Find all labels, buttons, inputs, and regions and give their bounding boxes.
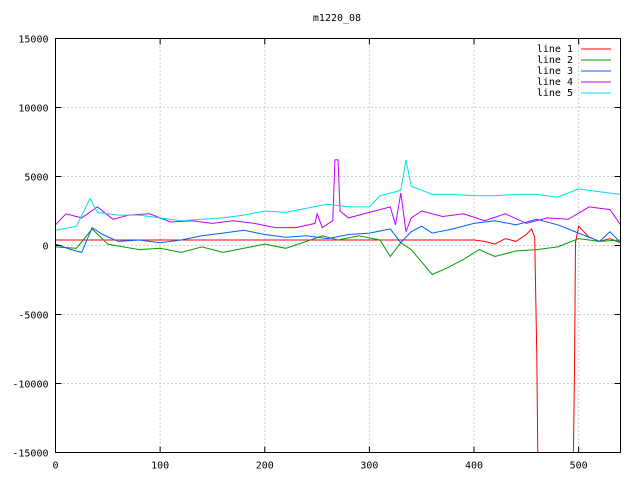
plot-frame [55, 38, 621, 453]
legend-label-1: line 1 [537, 44, 573, 55]
legend-label-5: line 5 [537, 88, 573, 99]
y-tick-label: 15000 [18, 35, 48, 46]
y-tick-label: -10000 [12, 380, 48, 391]
series-line-5 [55, 159, 621, 231]
legend-label-4: line 4 [537, 77, 573, 88]
y-tick-label: -5000 [18, 311, 48, 322]
y-tick-label: -15000 [12, 449, 48, 460]
x-tick-label: 500 [570, 461, 588, 472]
chart-title: m1220_08 [313, 13, 361, 24]
series-line-1 [55, 225, 621, 453]
x-tick-label: 300 [360, 461, 378, 472]
y-tick-label: 0 [42, 242, 48, 253]
y-tick-label: 10000 [18, 104, 48, 115]
y-axis-ticks: -15000 -10000 -5000 0 5000 10000 15000 [12, 35, 621, 460]
x-tick-label: 100 [151, 461, 169, 472]
series-line-4 [55, 159, 621, 232]
x-tick-label: 200 [256, 461, 274, 472]
series-line-2 [55, 228, 621, 276]
y-tick-label: 5000 [24, 173, 48, 184]
series-line-3 [55, 218, 621, 253]
x-tick-label: 0 [52, 461, 58, 472]
legend-label-3: line 3 [537, 66, 573, 77]
series-layer [55, 159, 621, 453]
x-axis-ticks: 0 100 200 300 400 500 [52, 38, 588, 472]
x-tick-label: 400 [465, 461, 483, 472]
grid [55, 38, 621, 453]
legend-label-2: line 2 [537, 55, 573, 66]
